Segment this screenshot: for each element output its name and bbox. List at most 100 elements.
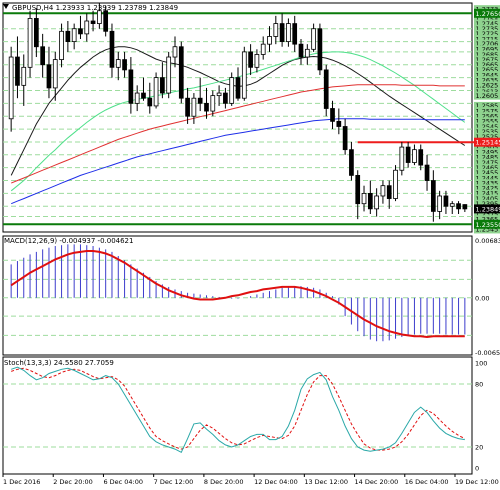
bearish-candle[interactable] [355, 174, 361, 205]
bullish-candle[interactable] [374, 195, 379, 210]
bearish-candle[interactable] [342, 126, 348, 151]
bullish-candle[interactable] [134, 92, 140, 104]
bearish-candle[interactable] [405, 146, 411, 163]
price-axis-label: 1.2365 [476, 215, 499, 223]
bullish-candle[interactable] [380, 185, 386, 197]
bearish-candle[interactable] [462, 204, 468, 210]
price-axis-label: 1.2525 [476, 133, 499, 141]
bearish-candle[interactable] [141, 92, 146, 99]
price-axis-label-bg [474, 19, 500, 28]
price-axis-label-bg [474, 50, 500, 59]
bearish-candle[interactable] [367, 193, 373, 210]
bearish-candle[interactable] [90, 20, 96, 24]
bearish-candle[interactable] [185, 97, 190, 117]
price-pane[interactable]: 1.27731.27651.27541.27451.27351.27251.27… [2, 2, 500, 234]
bullish-candle[interactable] [286, 23, 291, 42]
bearish-candle[interactable] [336, 120, 342, 127]
bullish-candle[interactable] [311, 28, 316, 50]
bearish-candle[interactable] [109, 30, 115, 68]
bearish-candle[interactable] [78, 28, 83, 35]
bullish-candle[interactable] [191, 97, 197, 117]
bearish-candle[interactable] [128, 69, 134, 104]
bullish-candle[interactable] [52, 59, 58, 89]
price-axis-label: 1.2505 [476, 143, 499, 151]
bullish-candle[interactable] [241, 51, 247, 99]
bullish-candle[interactable] [412, 149, 417, 163]
macd-axis-label: 0.00 [475, 294, 489, 302]
bullish-candle[interactable] [27, 18, 33, 68]
bearish-candle[interactable] [178, 46, 184, 99]
bearish-candle[interactable] [443, 195, 449, 207]
macd-signal-line [10, 250, 465, 339]
bullish-candle[interactable] [449, 203, 455, 207]
bullish-candle[interactable] [172, 46, 178, 58]
bearish-candle[interactable] [248, 51, 253, 68]
bearish-candle[interactable] [40, 46, 46, 66]
bearish-candle[interactable] [103, 10, 109, 32]
price-axis-label: 1.2375 [476, 210, 499, 218]
bullish-candle[interactable] [84, 20, 90, 35]
bearish-candle[interactable] [424, 164, 430, 181]
time-axis-label: 8 Dec 20:00 [204, 478, 244, 486]
price-axis-label: 1.2575 [476, 107, 499, 115]
price-chart-title: GBPUSD,H4 1.23933 1.23939 1.23789 1.2384… [12, 4, 178, 12]
bearish-candle[interactable] [15, 56, 20, 86]
bearish-candle[interactable] [456, 203, 461, 210]
time-axis-label: 14 Dec 20:00 [355, 478, 399, 486]
bullish-candle[interactable] [153, 77, 159, 107]
bearish-candle[interactable] [65, 30, 71, 42]
bearish-candle[interactable] [235, 77, 241, 99]
bullish-candle[interactable] [260, 43, 266, 55]
time-axis-label: 16 Dec 04:00 [405, 478, 449, 486]
bearish-candle[interactable] [34, 18, 39, 48]
bullish-candle[interactable] [216, 92, 222, 97]
bullish-candle[interactable] [71, 28, 77, 42]
time-axis-label: 6 Dec 04:00 [103, 478, 143, 486]
bearish-candle[interactable] [317, 28, 323, 71]
stochastic-pane[interactable]: 100 80 20 0 [2, 356, 487, 475]
bullish-candle[interactable] [97, 10, 102, 24]
bullish-candle[interactable] [115, 59, 121, 68]
bearish-candle[interactable] [147, 97, 153, 107]
chart-menu-arrow-icon[interactable] [3, 4, 9, 9]
bearish-candle[interactable] [430, 180, 436, 212]
bearish-candle[interactable] [298, 43, 304, 58]
bearish-candle[interactable] [197, 97, 203, 104]
bullish-candle[interactable] [267, 36, 272, 45]
bearish-candle[interactable] [330, 108, 335, 122]
bearish-candle[interactable] [292, 23, 298, 45]
bullish-candle[interactable] [229, 77, 235, 104]
upper-zone-label-bg [474, 8, 500, 18]
price-axis-label-bg [474, 35, 500, 44]
bearish-candle[interactable] [223, 92, 228, 104]
bearish-candle[interactable] [418, 149, 424, 166]
bearish-candle[interactable] [279, 23, 285, 42]
bullish-candle[interactable] [59, 30, 64, 61]
bullish-candle[interactable] [273, 23, 279, 37]
price-axis-label: 1.2735 [476, 25, 499, 33]
bearish-candle[interactable] [349, 149, 354, 176]
bearish-candle[interactable] [204, 102, 209, 112]
bullish-candle[interactable] [254, 54, 260, 68]
bearish-candle[interactable] [122, 59, 127, 71]
price-axis-label: 1.2635 [476, 76, 499, 84]
price-axis-label: 1.2695 [476, 46, 499, 54]
bullish-candle[interactable] [8, 56, 14, 120]
bullish-candle[interactable] [166, 56, 172, 94]
bearish-candle[interactable] [160, 77, 165, 94]
macd-pane[interactable]: 0.006837 0.00 -0.006575 [2, 235, 500, 357]
bullish-candle[interactable] [437, 195, 442, 212]
bullish-candle[interactable] [21, 66, 27, 86]
bearish-candle[interactable] [323, 69, 329, 109]
price-axis-label: 1.2545 [476, 123, 499, 131]
bullish-candle[interactable] [361, 193, 367, 205]
bullish-candle[interactable] [393, 169, 398, 199]
bullish-candle[interactable] [304, 48, 310, 58]
bearish-candle[interactable] [386, 185, 392, 199]
bearish-candle[interactable] [46, 64, 52, 89]
price-axis-label-bg [474, 117, 500, 126]
bullish-candle[interactable] [399, 146, 405, 171]
price-axis-label-bg [474, 153, 500, 162]
bullish-candle[interactable] [210, 95, 216, 112]
